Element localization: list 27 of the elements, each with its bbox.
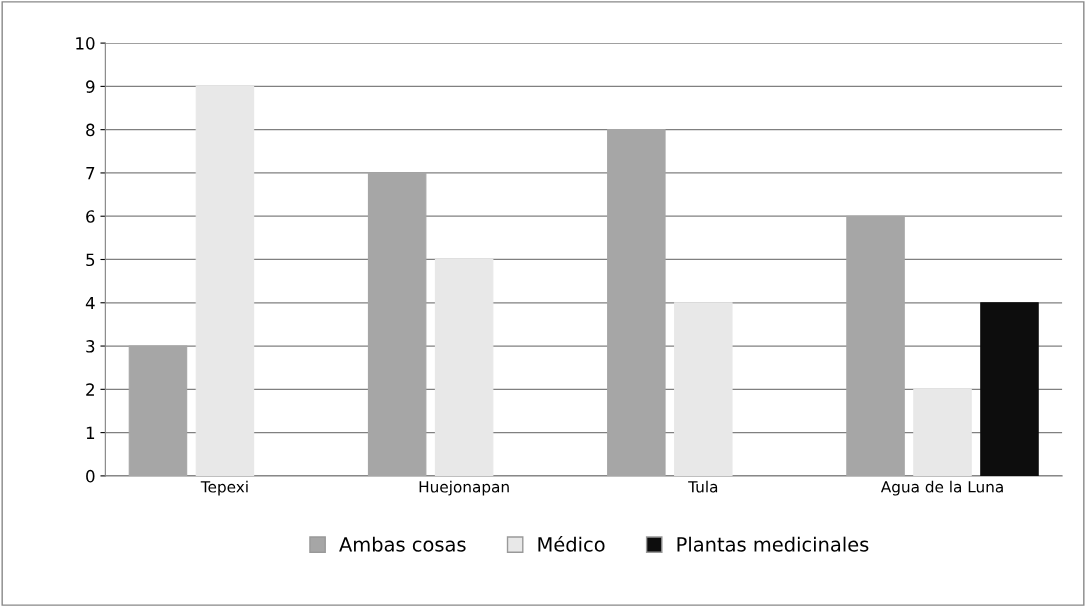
x-tick-label: Tula xyxy=(688,480,718,493)
x-tick-label: Tepexi xyxy=(200,480,248,496)
bar xyxy=(980,302,1039,476)
legend-label: Plantas medicinales xyxy=(677,536,869,552)
bar xyxy=(674,302,733,476)
bar xyxy=(846,215,905,476)
y-tick-label: 8 xyxy=(86,123,95,137)
bar xyxy=(434,258,494,476)
legend-label: Médico xyxy=(538,535,605,552)
y-tick-label: 9 xyxy=(86,80,95,93)
x-tick-label: Agua de la Luna xyxy=(880,480,1003,496)
bar xyxy=(607,129,666,476)
y-tick-label: 10 xyxy=(76,37,95,50)
x-tick-label: Huejonapan xyxy=(419,480,509,496)
y-tick-label: 3 xyxy=(86,340,95,353)
y-tick-label: 2 xyxy=(86,383,94,396)
y-tick-label: 0 xyxy=(86,469,95,483)
y-tick-label: 1 xyxy=(86,426,95,439)
y-tick-label: 7 xyxy=(86,167,95,180)
bar xyxy=(128,345,188,476)
bar xyxy=(913,388,972,476)
legend-label: Ambas cosas xyxy=(339,536,466,552)
y-tick-label: 6 xyxy=(86,210,95,223)
bar xyxy=(195,85,255,476)
bar xyxy=(367,172,427,476)
y-tick-label: 5 xyxy=(86,253,95,267)
y-tick-label: 4 xyxy=(85,296,95,310)
